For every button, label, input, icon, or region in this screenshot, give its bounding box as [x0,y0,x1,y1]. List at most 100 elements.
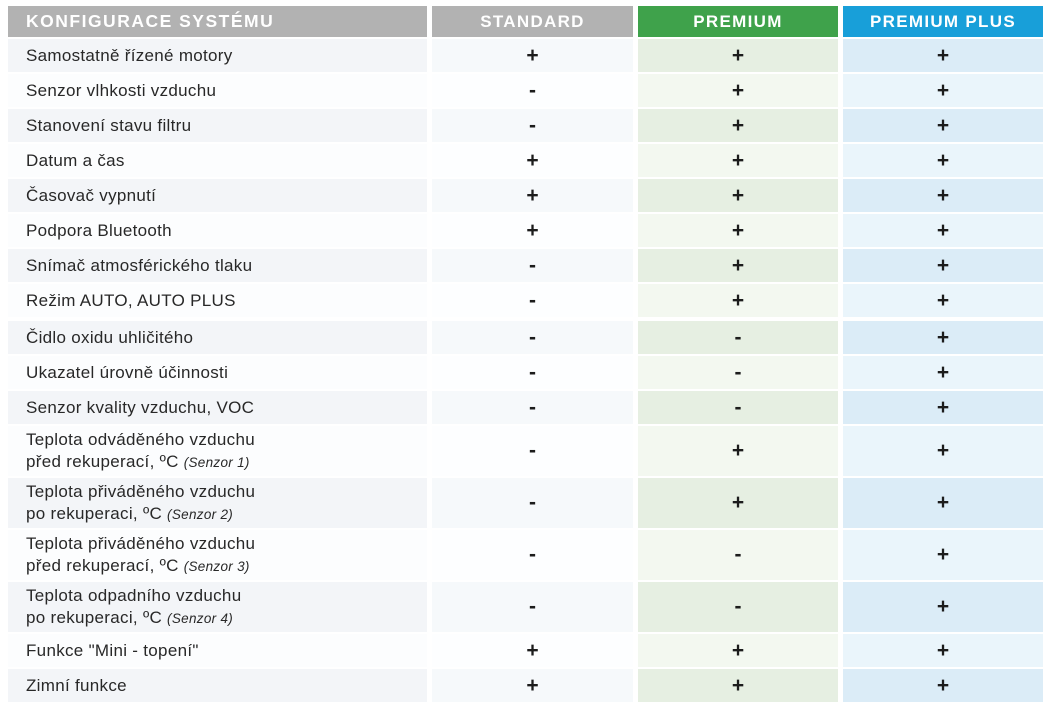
feature-label-cell: Podpora Bluetooth [8,214,427,247]
table-row: Časovač vypnutí + + + [8,179,1044,212]
premium-value-cell: - [638,321,838,354]
premium_plus-value-cell: + [843,582,1043,632]
table-row: Ukazatel úrovně účinnosti - - + [8,356,1044,389]
feature-label: Režim AUTO, AUTO PLUS [26,290,236,310]
standard-value-cell: + [432,179,633,212]
table-row: Podpora Bluetooth + + + [8,214,1044,247]
feature-label: Funkce "Mini - topení" [26,640,199,660]
feature-label-cell: Teplota odpadního vzduchu po rekuperaci,… [8,582,427,632]
header-konfigurace-systemu: KONFIGURACE SYSTÉMU [8,6,427,37]
feature-sensor-note: (Senzor 1) [183,455,250,470]
feature-label: Podpora Bluetooth [26,220,172,240]
standard-value-cell: - [432,582,633,632]
premium-value-cell: + [638,284,838,317]
standard-value-cell: + [432,144,633,177]
premium-value-cell: - [638,582,838,632]
feature-label-cell: Snímač atmosférického tlaku [8,249,427,282]
feature-label: Teplota odpadního vzduchu po rekuperaci,… [26,586,242,627]
premium_plus-value-cell: + [843,391,1043,424]
feature-label-cell: Stanovení stavu filtru [8,109,427,142]
feature-sensor-note: (Senzor 4) [167,611,234,626]
standard-value-cell: - [432,356,633,389]
config-table-body: Samostatně řízené motory + + + Senzor vlhkos… [8,39,1044,702]
premium_plus-value-cell: + [843,109,1043,142]
premium-value-cell: - [638,356,838,389]
feature-label-cell: Teplota přiváděného vzduchu po rekuperac… [8,478,427,528]
premium_plus-value-cell: + [843,39,1043,72]
premium_plus-value-cell: + [843,249,1043,282]
feature-label: Zimní funkce [26,675,127,695]
table-row: Stanovení stavu filtru - + + [8,109,1044,142]
table-row: Teplota přiváděného vzduchu před rekuper… [8,530,1044,580]
standard-value-cell: - [432,391,633,424]
premium-value-cell: - [638,391,838,424]
premium_plus-value-cell: + [843,179,1043,212]
premium_plus-value-cell: + [843,426,1043,476]
feature-label-cell: Teplota odváděného vzduchu před rekupera… [8,426,427,476]
premium-value-cell: + [638,74,838,107]
table-row: Teplota odpadního vzduchu po rekuperaci,… [8,582,1044,632]
premium_plus-value-cell: + [843,74,1043,107]
premium_plus-value-cell: + [843,284,1043,317]
premium-value-cell: + [638,669,838,702]
table-row: Zimní funkce + + + [8,669,1044,702]
standard-value-cell: + [432,634,633,667]
feature-label-cell: Čidlo oxidu uhličitého [8,321,427,354]
premium-value-cell: + [638,634,838,667]
feature-sensor-note: (Senzor 3) [183,559,250,574]
premium-value-cell: + [638,179,838,212]
feature-label-cell: Samostatně řízené motory [8,39,427,72]
feature-label: Teplota odváděného vzduchu před rekupera… [26,430,255,471]
table-row: Datum a čas + + + [8,144,1044,177]
standard-value-cell: - [432,284,633,317]
premium_plus-value-cell: + [843,214,1043,247]
table-row: Teplota odváděného vzduchu před rekupera… [8,426,1044,476]
header-premium-plus: PREMIUM PLUS [843,6,1043,37]
premium-value-cell: + [638,109,838,142]
feature-label-cell: Senzor vlhkosti vzduchu [8,74,427,107]
table-row: Senzor vlhkosti vzduchu - + + [8,74,1044,107]
feature-label: Ukazatel úrovně účinnosti [26,362,229,382]
standard-value-cell: - [432,426,633,476]
feature-label-cell: Časovač vypnutí [8,179,427,212]
feature-label-cell: Teplota přiváděného vzduchu před rekuper… [8,530,427,580]
feature-label-cell: Senzor kvality vzduchu, VOC [8,391,427,424]
standard-value-cell: - [432,478,633,528]
premium_plus-value-cell: + [843,356,1043,389]
premium-value-cell: + [638,144,838,177]
feature-label: Teplota přiváděného vzduchu po rekuperac… [26,482,256,523]
premium-value-cell: + [638,214,838,247]
feature-label-cell: Datum a čas [8,144,427,177]
table-row: Čidlo oxidu uhličitého - - + [8,321,1044,354]
premium_plus-value-cell: + [843,634,1043,667]
premium_plus-value-cell: + [843,321,1043,354]
header-standard: STANDARD [432,6,633,37]
premium_plus-value-cell: + [843,669,1043,702]
standard-value-cell: - [432,109,633,142]
table-header-row: KONFIGURACE SYSTÉMU STANDARD PREMIUM PRE… [8,6,1044,37]
feature-label: Snímač atmosférického tlaku [26,255,253,275]
feature-label: Senzor kvality vzduchu, VOC [26,397,255,417]
feature-label-cell: Funkce "Mini - topení" [8,634,427,667]
feature-label: Stanovení stavu filtru [26,115,192,135]
feature-label: Časovač vypnutí [26,185,157,205]
table-row: Senzor kvality vzduchu, VOC - - + [8,391,1044,424]
standard-value-cell: - [432,249,633,282]
standard-value-cell: + [432,214,633,247]
table-row: Režim AUTO, AUTO PLUS - + + [8,284,1044,317]
standard-value-cell: - [432,321,633,354]
feature-label: Čidlo oxidu uhličitého [26,327,194,347]
premium-value-cell: + [638,39,838,72]
premium-value-cell: - [638,530,838,580]
standard-value-cell: - [432,74,633,107]
premium-value-cell: + [638,478,838,528]
feature-label: Datum a čas [26,150,125,170]
feature-label-cell: Režim AUTO, AUTO PLUS [8,284,427,317]
table-row: Samostatně řízené motory + + + [8,39,1044,72]
feature-label-cell: Zimní funkce [8,669,427,702]
standard-value-cell: + [432,39,633,72]
premium-value-cell: + [638,426,838,476]
premium_plus-value-cell: + [843,478,1043,528]
standard-value-cell: + [432,669,633,702]
feature-label-cell: Ukazatel úrovně účinnosti [8,356,427,389]
